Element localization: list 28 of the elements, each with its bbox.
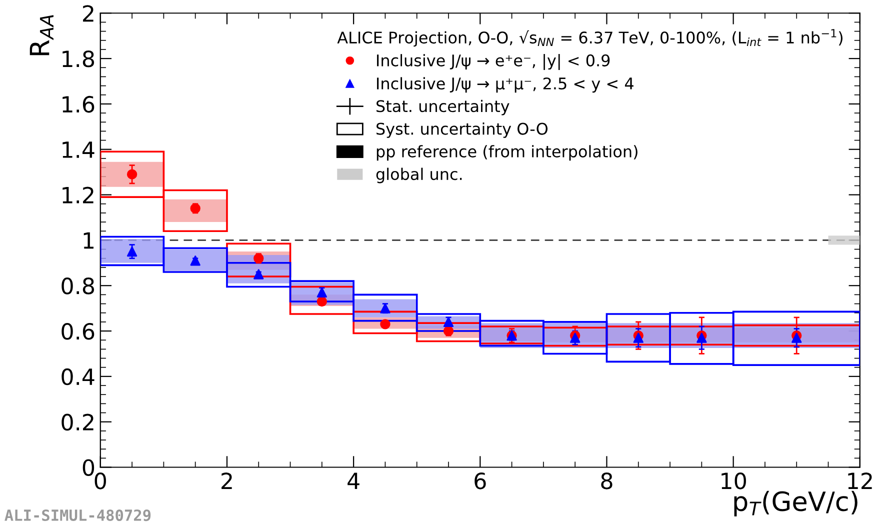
y-tick-label: 1.6 xyxy=(62,96,94,113)
y-tick-label: 2 xyxy=(83,5,94,22)
y-tick-label: 1.2 xyxy=(62,186,94,204)
y-tick-label: 0 xyxy=(82,459,94,476)
text: ALI-SIMUL-480729 xyxy=(4,509,151,522)
y-tick-label: 0.8 xyxy=(62,278,94,294)
legend-label: Inclusive J/ψ → μ⁺μ⁻, 2.5 < y < 4 xyxy=(377,77,634,93)
y-tick-label: 0.4 xyxy=(62,368,94,386)
x-tick-label: 4 xyxy=(348,472,360,489)
y-tick-label: 1.8 xyxy=(62,50,94,68)
legend-label: Inclusive J/ψ → e⁺e⁻, |y| < 0.9 xyxy=(377,54,610,70)
annotation: Syst. uncertainty O-O xyxy=(376,122,548,138)
legend-title: ALICE Projection, O-O, √s$_{NN}$ = 6.37 TeV, 0-100%, (L$_{int}$ = 1 nb$^{−1}$) xyxy=(337,29,842,47)
y-tick-label: 0.6 xyxy=(62,322,94,340)
x-tick-label: 0 xyxy=(94,472,106,490)
x-tick-label: 6 xyxy=(474,472,486,490)
annotation: pp reference (from interpolation) xyxy=(376,145,638,161)
annotation: Stat. uncertainty xyxy=(376,100,510,116)
y-tick-label: 0.2 xyxy=(62,414,94,431)
x-tick-label: 8 xyxy=(601,472,612,490)
x-tick-label: 2 xyxy=(222,472,232,489)
x-tick-label: 10 xyxy=(722,472,746,490)
legend-label: global unc. xyxy=(376,168,462,184)
x-axis-title: p$_{T}$(GeV/c) xyxy=(734,490,858,516)
x-tick-label: 12 xyxy=(848,472,872,489)
y-tick-label: 1 xyxy=(84,232,94,249)
y-axis-title: R$_{AA}$ xyxy=(30,15,54,56)
y-tick-label: 1.4 xyxy=(62,142,94,158)
